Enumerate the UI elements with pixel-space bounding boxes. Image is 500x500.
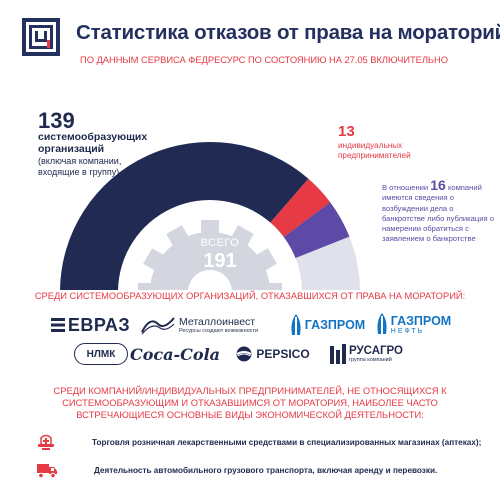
pepsico-logo: PEPSICO — [228, 343, 318, 365]
gear-icon — [138, 220, 282, 290]
metalloinvest-logo: Металлоинвест Ресурсы создают возможност… — [140, 310, 280, 340]
nlmk-logo: НЛМК — [74, 343, 128, 365]
section-other-companies-title: СРЕДИ КОМПАНИЙ/ИНДИВИДУАЛЬНЫХ ПРЕДПРИНИМ… — [53, 385, 447, 420]
activity-item: Торговля розничная лекарственными средст… — [36, 432, 486, 452]
truck-icon — [37, 464, 57, 479]
gazprom-logo: ГАЗПРОМ — [288, 312, 366, 338]
segment-ip-label: индивидуальных предпринимателей — [338, 141, 411, 160]
section-systemic-orgs-title: СРЕДИ СИСТЕМООБРАЗУЮЩИХ ОРГАНИЗАЦИЙ, ОТК… — [34, 291, 466, 301]
page-subtitle: ПО ДАННЫМ СЕРВИСА ФЕДРЕСУРС ПО СОСТОЯНИЮ… — [80, 54, 449, 65]
cocacola-logo: Coca-Cola — [130, 344, 221, 364]
activity-text: Торговля розничная лекарственными средст… — [92, 437, 482, 447]
chart-segment-ip — [270, 178, 331, 237]
pharmacy-icon — [38, 434, 54, 450]
page-title: Статистика отказов от права на мораторий — [76, 21, 500, 44]
gazpromneft-logo: ГАЗПРОМ НЕФТЬ — [370, 309, 456, 339]
rusagro-logo: РУСАГРО группа компаний — [330, 341, 408, 367]
evraz-logo: ЕВРАЗ — [48, 313, 133, 337]
activity-item: Деятельность автомобильного грузового тр… — [36, 461, 486, 479]
half-donut-chart — [60, 142, 360, 290]
segment-orgs-label: системообразующих организаций — [38, 131, 148, 155]
chart-segment-orgs — [60, 142, 309, 290]
segment-orgs-note: (включая компании, входящие в группу) — [38, 156, 122, 177]
segment-orgs-value: 139 — [38, 108, 75, 133]
segment-bankruptcy-annotation: В отношении 16 компаний имеются сведения… — [382, 177, 494, 245]
fedresurs-logo — [22, 18, 60, 56]
total-value: 191 — [203, 250, 237, 272]
total-label: ВСЕГО — [200, 237, 240, 249]
segment-bankruptcy-label: компаний имеются сведения о возбуждении … — [382, 183, 494, 244]
segment-bankruptcy-prefix: В отношении — [382, 183, 429, 192]
chart-segment-bankruptcy — [283, 202, 350, 259]
activity-text: Деятельность автомобильного грузового тр… — [94, 465, 438, 475]
segment-ip-value: 13 — [338, 123, 355, 140]
segment-bankruptcy-value: 16 — [430, 177, 446, 193]
